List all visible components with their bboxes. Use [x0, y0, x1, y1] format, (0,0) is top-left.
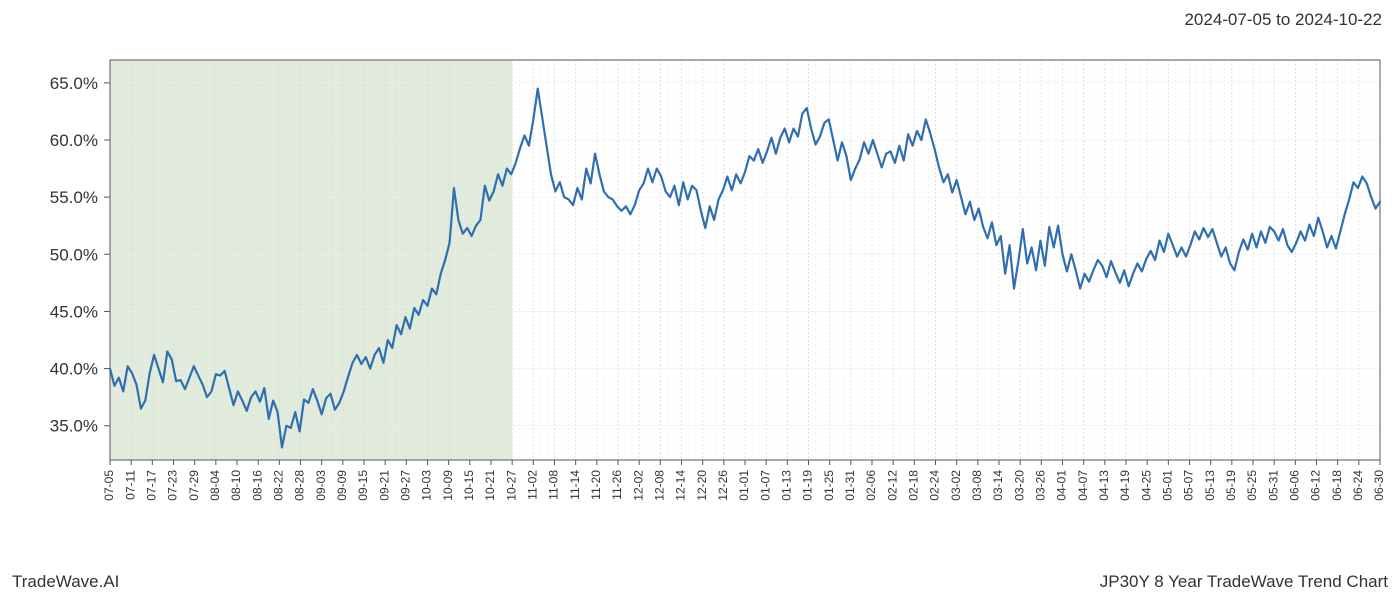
svg-text:12-08: 12-08	[653, 470, 667, 501]
svg-text:06-06: 06-06	[1288, 470, 1302, 501]
svg-text:35.0%: 35.0%	[50, 417, 98, 436]
svg-text:06-12: 06-12	[1309, 470, 1323, 501]
svg-text:05-25: 05-25	[1245, 470, 1259, 501]
svg-text:06-24: 06-24	[1351, 470, 1365, 501]
svg-text:04-19: 04-19	[1118, 470, 1132, 501]
svg-text:01-19: 01-19	[801, 470, 815, 501]
svg-text:08-04: 08-04	[208, 470, 222, 501]
svg-text:03-02: 03-02	[949, 470, 963, 501]
svg-text:09-21: 09-21	[377, 470, 391, 501]
svg-text:07-29: 07-29	[187, 470, 201, 501]
svg-text:08-16: 08-16	[250, 470, 264, 501]
svg-text:02-24: 02-24	[928, 470, 942, 501]
svg-text:11-02: 11-02	[526, 470, 540, 500]
svg-text:12-02: 12-02	[631, 470, 645, 501]
svg-text:03-20: 03-20	[1012, 470, 1026, 501]
svg-text:11-20: 11-20	[589, 470, 603, 500]
svg-text:04-01: 04-01	[1055, 470, 1069, 501]
svg-text:11-14: 11-14	[568, 470, 582, 500]
svg-text:01-25: 01-25	[822, 470, 836, 501]
svg-text:05-19: 05-19	[1224, 470, 1238, 501]
svg-text:05-31: 05-31	[1266, 470, 1280, 501]
svg-text:08-10: 08-10	[229, 470, 243, 501]
svg-text:09-15: 09-15	[356, 470, 370, 501]
svg-text:60.0%: 60.0%	[50, 131, 98, 150]
svg-text:12-26: 12-26	[716, 470, 730, 501]
svg-text:08-22: 08-22	[272, 470, 286, 501]
svg-text:09-27: 09-27	[399, 470, 413, 501]
svg-text:05-01: 05-01	[1161, 470, 1175, 501]
chart-svg: 35.0% 40.0% 45.0% 50.0% 55.0% 60.0% 65.0% 07-05…	[0, 40, 1400, 560]
svg-text:50.0%: 50.0%	[50, 245, 98, 264]
svg-text:04-13: 04-13	[1097, 470, 1111, 501]
brand-label: TradeWave.AI	[12, 572, 119, 592]
svg-text:05-07: 05-07	[1182, 470, 1196, 501]
svg-text:02-06: 02-06	[864, 470, 878, 501]
svg-text:40.0%: 40.0%	[50, 360, 98, 379]
trend-chart: 35.0% 40.0% 45.0% 50.0% 55.0% 60.0% 65.0% 07-05…	[0, 40, 1400, 560]
svg-text:07-11: 07-11	[123, 470, 137, 500]
svg-text:07-05: 07-05	[102, 470, 116, 501]
svg-text:07-17: 07-17	[145, 470, 159, 501]
svg-text:11-26: 11-26	[610, 470, 624, 500]
svg-text:65.0%: 65.0%	[50, 74, 98, 93]
svg-text:07-23: 07-23	[166, 470, 180, 501]
svg-text:04-25: 04-25	[1139, 470, 1153, 501]
svg-text:12-14: 12-14	[674, 470, 688, 501]
svg-text:04-07: 04-07	[1076, 470, 1090, 501]
svg-text:10-21: 10-21	[483, 470, 497, 501]
svg-text:12-20: 12-20	[695, 470, 709, 501]
svg-text:02-18: 02-18	[907, 470, 921, 501]
svg-text:08-28: 08-28	[293, 470, 307, 501]
chart-title-label: JP30Y 8 Year TradeWave Trend Chart	[1100, 572, 1388, 592]
svg-text:10-15: 10-15	[462, 470, 476, 501]
svg-text:09-03: 09-03	[314, 470, 328, 501]
svg-text:06-18: 06-18	[1330, 470, 1344, 501]
svg-text:45.0%: 45.0%	[50, 302, 98, 321]
svg-text:55.0%: 55.0%	[50, 188, 98, 207]
svg-text:09-09: 09-09	[335, 470, 349, 501]
svg-text:03-08: 03-08	[970, 470, 984, 501]
svg-text:10-03: 10-03	[420, 470, 434, 501]
svg-text:10-27: 10-27	[504, 470, 518, 501]
svg-text:01-13: 01-13	[780, 470, 794, 501]
date-range-label: 2024-07-05 to 2024-10-22	[1184, 10, 1382, 30]
svg-text:11-08: 11-08	[547, 470, 561, 500]
svg-text:05-13: 05-13	[1203, 470, 1217, 501]
svg-text:02-12: 02-12	[885, 470, 899, 501]
svg-text:03-14: 03-14	[991, 470, 1005, 501]
svg-text:10-09: 10-09	[441, 470, 455, 501]
svg-text:06-30: 06-30	[1372, 470, 1386, 501]
svg-text:01-07: 01-07	[758, 470, 772, 501]
svg-text:01-31: 01-31	[843, 470, 857, 501]
svg-text:01-01: 01-01	[737, 470, 751, 501]
svg-text:03-26: 03-26	[1034, 470, 1048, 501]
